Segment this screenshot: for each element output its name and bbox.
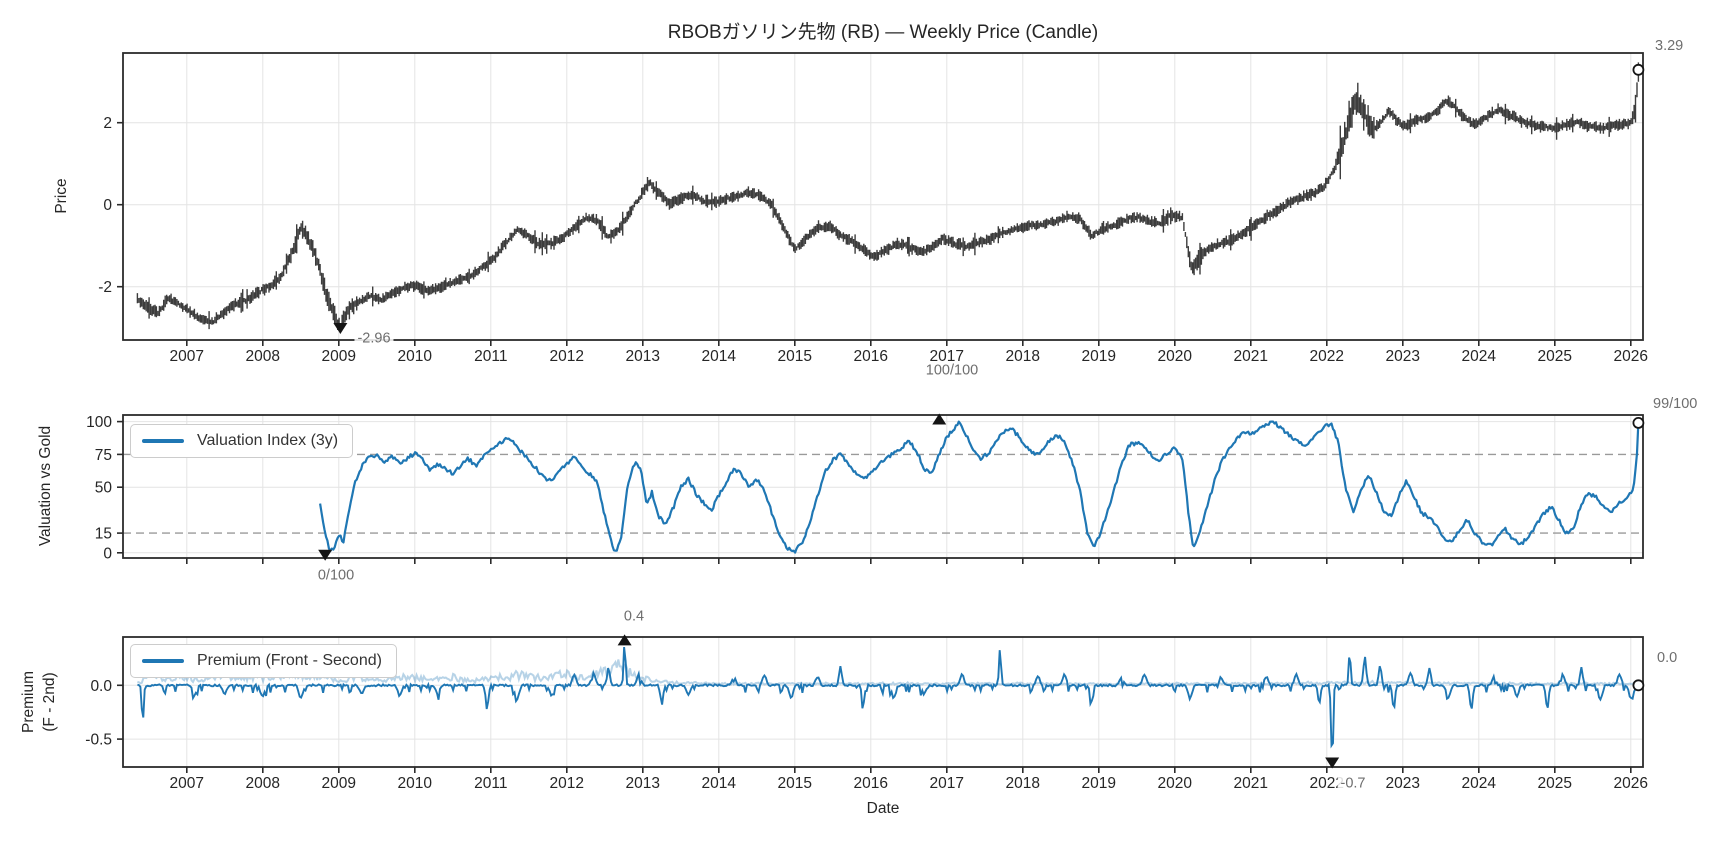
svg-text:2024: 2024	[1462, 348, 1497, 365]
svg-text:2009: 2009	[322, 775, 356, 792]
svg-text:2021: 2021	[1234, 775, 1268, 792]
svg-text:2018: 2018	[1006, 348, 1040, 365]
svg-text:2009: 2009	[322, 348, 356, 365]
date-axis-label: Date	[866, 800, 900, 817]
svg-text:2010: 2010	[398, 775, 433, 792]
svg-text:2012: 2012	[550, 348, 584, 365]
svg-text:2018: 2018	[1006, 775, 1040, 792]
latest-point-marker	[1632, 63, 1645, 76]
svg-text:2020: 2020	[1158, 348, 1193, 365]
svg-text:2017: 2017	[930, 775, 964, 792]
svg-text:2021: 2021	[1234, 348, 1268, 365]
annotation-premium-max: 0.4	[620, 608, 648, 626]
svg-text:-0.5: -0.5	[85, 732, 112, 749]
max-caret-marker	[932, 413, 947, 425]
svg-text:2017: 2017	[930, 348, 964, 365]
premium-front-second-series	[137, 646, 1640, 749]
svg-text:2013: 2013	[626, 348, 660, 365]
svg-text:2014: 2014	[702, 775, 737, 792]
premium-axis-label-line1: Premium	[20, 670, 38, 734]
svg-text:0: 0	[103, 197, 112, 214]
svg-text:75: 75	[95, 447, 112, 464]
svg-text:2025: 2025	[1538, 348, 1572, 365]
svg-text:2024: 2024	[1462, 775, 1497, 792]
svg-text:2013: 2013	[626, 775, 660, 792]
chart-0-frame	[122, 52, 1644, 341]
svg-text:2023: 2023	[1386, 775, 1420, 792]
svg-text:2015: 2015	[778, 348, 812, 365]
premium-legend-label: Premium (Front - Second)	[197, 652, 382, 669]
svg-text:2012: 2012	[550, 775, 584, 792]
svg-text:50: 50	[95, 480, 113, 497]
svg-text:2022: 2022	[1310, 775, 1344, 792]
svg-text:0.0: 0.0	[90, 678, 112, 695]
valuation-index-series	[319, 420, 1640, 554]
annotation-price-min: -2.96	[354, 330, 394, 348]
valuation-axis-label: Valuation vs Gold	[37, 425, 54, 547]
latest-point-marker	[1632, 679, 1645, 692]
annotation-valuation-latest: 99/100	[1650, 396, 1701, 414]
svg-text:2016: 2016	[854, 348, 888, 365]
min-caret-marker	[1325, 757, 1340, 769]
svg-text:2019: 2019	[1082, 348, 1116, 365]
svg-text:2020: 2020	[1158, 775, 1193, 792]
price-axis-label: Price	[53, 178, 70, 214]
svg-text:2008: 2008	[246, 348, 280, 365]
min-caret-marker	[333, 323, 348, 335]
svg-text:2011: 2011	[474, 348, 507, 365]
max-caret-marker	[617, 634, 632, 646]
svg-text:2007: 2007	[170, 348, 204, 365]
svg-text:2014: 2014	[702, 348, 737, 365]
valuation-legend-line-swatch	[142, 439, 184, 443]
svg-text:2015: 2015	[778, 775, 812, 792]
svg-text:2016: 2016	[854, 775, 888, 792]
min-caret-marker	[318, 549, 333, 561]
svg-text:0: 0	[103, 545, 112, 562]
chart-0-grid	[123, 53, 1643, 340]
legend-premium: Premium (Front - Second)	[130, 644, 397, 678]
svg-text:2025: 2025	[1538, 775, 1572, 792]
chart-1-grid	[123, 415, 1643, 558]
svg-text:2026: 2026	[1614, 348, 1648, 365]
legend-valuation: Valuation Index (3y)	[130, 424, 354, 458]
valuation-legend-label: Valuation Index (3y)	[197, 432, 339, 449]
svg-text:100: 100	[86, 414, 112, 431]
premium-axis-label-line2: (F - 2nd)	[41, 672, 58, 732]
svg-text:2023: 2023	[1386, 348, 1420, 365]
svg-text:2008: 2008	[246, 775, 280, 792]
figure-title: RBOBガソリン先物 (RB) — Weekly Price (Candle)	[667, 22, 1099, 43]
latest-point-marker	[1632, 416, 1645, 429]
svg-text:2007: 2007	[170, 775, 204, 792]
annotation-premium-min: -0.7	[1337, 775, 1369, 793]
svg-text:-2: -2	[98, 279, 112, 296]
annotation-valuation-max: 100/100	[922, 362, 982, 380]
svg-text:2: 2	[103, 115, 112, 132]
svg-text:2026: 2026	[1614, 775, 1648, 792]
svg-text:2011: 2011	[474, 775, 507, 792]
svg-text:15: 15	[95, 526, 112, 543]
svg-text:2010: 2010	[398, 348, 433, 365]
svg-text:2019: 2019	[1082, 775, 1116, 792]
svg-text:2022: 2022	[1310, 348, 1344, 365]
annotation-premium-latest: 0.0	[1654, 650, 1681, 668]
premium-axis-label: Premium (F - 2nd)	[19, 671, 61, 733]
price-candle-series	[136, 62, 1640, 331]
chart-2-frame	[122, 636, 1644, 768]
premium-legend-line-swatch	[142, 659, 184, 663]
annotation-price-max: 3.29	[1652, 38, 1687, 56]
annotation-valuation-min: 0/100	[314, 567, 358, 585]
